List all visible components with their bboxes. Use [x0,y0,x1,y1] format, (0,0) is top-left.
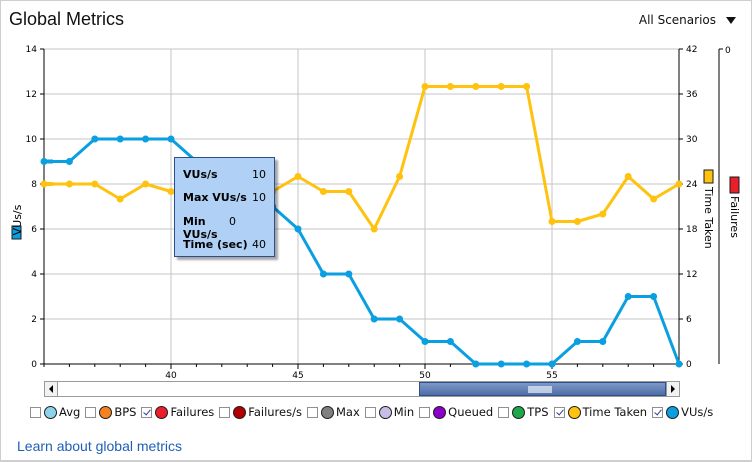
legend-label: Avg [59,405,81,419]
legend-label: Min [393,405,415,419]
legend-label: BPS [114,405,137,419]
legend-checkbox[interactable] [30,406,41,418]
series-legend: Avg BPS Failures Failures/s Max Min Queued TPS T… [30,404,718,420]
series-color-dot-icon [567,405,581,419]
legend-checkbox[interactable] [219,406,231,418]
svg-text:0: 0 [725,46,731,56]
legend-label: Time Taken [582,405,648,419]
scroll-right-button[interactable] [666,382,679,396]
arrow-right-icon [671,385,675,393]
svg-text:0: 0 [686,360,692,370]
legend-checkbox[interactable] [141,406,153,418]
legend-checkbox[interactable] [553,406,565,418]
series-color-dot-icon [233,405,247,419]
tooltip-row-vus: VUs/s 10 [183,168,266,181]
legend-checkbox[interactable] [419,406,431,418]
tooltip-row-time: Time (sec) 40 [183,238,266,251]
grip-icon [528,386,552,393]
axis-labels: VUs/s Time Taken Failures [11,169,741,249]
legend-checkbox[interactable] [306,406,318,418]
legend-checkbox[interactable] [364,406,376,418]
svg-text:45: 45 [292,371,303,381]
svg-text:10: 10 [26,135,38,145]
svg-text:42: 42 [686,45,697,55]
svg-text:12: 12 [26,90,37,100]
series-color-dot-icon [433,405,447,419]
svg-text:Time Taken: Time Taken [702,186,715,249]
legend-item-failures-s[interactable]: Failures/s [219,405,302,419]
svg-text:12: 12 [686,270,697,280]
legend-label: Failures [170,405,215,419]
svg-text:6: 6 [686,315,692,325]
series-color-dot-icon [378,405,392,419]
svg-text:6: 6 [31,225,37,235]
series-color-dot-icon [320,405,334,419]
learn-about-global-metrics-link[interactable]: Learn about global metrics [17,438,182,454]
legend-item-vus-s[interactable]: VUs/s [652,405,713,419]
legend-checkbox[interactable] [652,406,664,418]
legend-item-avg[interactable]: Avg [30,405,80,419]
legend-item-tps[interactable]: TPS [498,405,549,419]
tooltip-row-max-vus: Max VUs/s 10 [183,191,266,204]
chart-grid [44,48,679,364]
svg-text:36: 36 [686,90,698,100]
legend-label: TPS [527,405,549,419]
svg-text:55: 55 [546,371,557,381]
series-color-dot-icon [44,405,57,419]
time-range-scrollbar[interactable] [44,381,680,397]
svg-text:24: 24 [686,180,698,190]
legend-item-queued[interactable]: Queued [419,405,493,419]
series-color-dot-icon [666,405,680,419]
scroll-left-button[interactable] [45,382,58,396]
svg-text:Failures: Failures [728,196,741,238]
series-color-dot-icon [512,405,526,419]
svg-text:50: 50 [419,371,431,381]
legend-label: Max [335,405,360,419]
svg-text:14: 14 [26,45,38,55]
legend-checkbox[interactable] [85,406,97,418]
legend-item-max[interactable]: Max [306,405,360,419]
series-color-dot-icon [99,405,113,419]
scrollbar-thumb[interactable] [419,382,666,396]
series-color-dot-icon [155,405,169,419]
legend-label: Queued [448,405,494,419]
tooltip-row-min-vus: Min VUs/s 0 [183,215,236,241]
page-title: Global Metrics [9,9,125,29]
svg-text:40: 40 [165,371,177,381]
svg-text:4: 4 [31,270,37,280]
legend-label: VUs/s [681,405,714,419]
svg-text:0: 0 [31,360,37,370]
chart-tooltip: VUs/s 10 Max VUs/s 10 Min VUs/s 0 Time (… [174,157,275,257]
scenario-dropdown-value: All Scenarios [638,13,716,27]
chart-series[interactable] [40,83,683,368]
legend-item-failures[interactable]: Failures [141,405,214,419]
svg-text:VUs/s: VUs/s [11,204,24,235]
chevron-down-icon [726,16,736,24]
scenario-dropdown[interactable]: All Scenarios [639,13,736,27]
legend-label: Failures/s [248,405,302,419]
svg-text:30: 30 [686,135,698,145]
arrow-left-icon [49,385,53,393]
legend-checkbox[interactable] [498,406,510,418]
legend-item-bps[interactable]: BPS [85,405,136,419]
svg-text:8: 8 [31,180,37,190]
svg-text:2: 2 [31,315,37,325]
svg-text:18: 18 [686,225,698,235]
legend-item-time-taken[interactable]: Time Taken [553,405,648,419]
legend-item-min[interactable]: Min [364,405,415,419]
